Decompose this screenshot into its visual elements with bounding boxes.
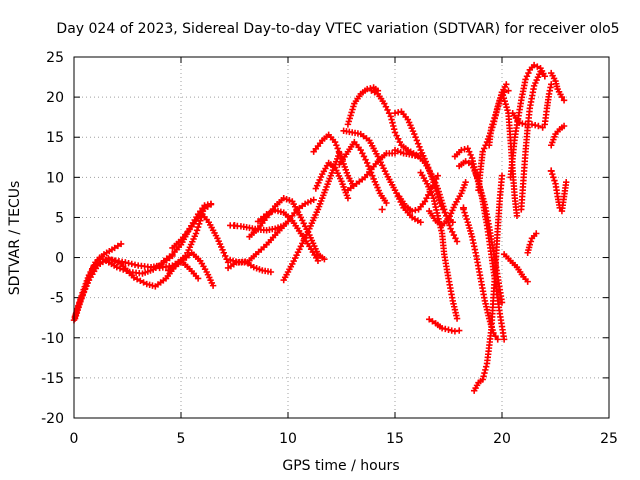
y-tick-label: 20 — [46, 90, 64, 106]
isolated-markers — [231, 167, 555, 229]
y-tick-label: 0 — [55, 251, 64, 267]
series-arc-44 — [548, 122, 568, 149]
y-tick-label: -20 — [41, 411, 64, 427]
gridlines — [74, 57, 609, 418]
y-tick-label: -15 — [41, 371, 64, 387]
series-arc-22 — [368, 87, 420, 159]
x-tick-label: 0 — [70, 431, 79, 447]
series-arc-43 — [548, 69, 568, 104]
series-arc-28 — [426, 178, 469, 229]
series-arc-29 — [426, 316, 463, 335]
series-arc-04 — [96, 255, 163, 271]
y-tick-label: 10 — [46, 170, 64, 186]
data-series — [70, 61, 570, 394]
series-arc-42 — [541, 81, 555, 128]
y-tick-label: 25 — [46, 50, 64, 66]
y-tick-label: -10 — [41, 331, 64, 347]
series-arc-41 — [524, 230, 540, 256]
x-tick-label: 25 — [600, 431, 618, 447]
series-arc-33 — [470, 172, 506, 394]
series-arc-18 — [336, 138, 390, 207]
x-tick-label: 5 — [177, 431, 186, 447]
y-tick-label: 5 — [55, 210, 64, 226]
series-arc-09 — [184, 211, 232, 266]
tick-labels: 0 5 10 15 20 25 -20 -15 -10 -5 0 5 10 15 20 25 — [41, 50, 618, 447]
series-arc-16 — [310, 131, 356, 187]
series-arc-40 — [518, 68, 548, 213]
x-tick-label: 20 — [493, 431, 511, 447]
series-arc-17 — [312, 159, 352, 202]
y-tick-label: -5 — [50, 291, 64, 307]
x-tick-label: 10 — [279, 431, 297, 447]
y-axis-label: SDTVAR / TECUs — [7, 181, 23, 296]
series-arc-27 — [417, 169, 461, 322]
y-tick-label: 15 — [46, 130, 64, 146]
x-axis-label: GPS time / hours — [282, 458, 399, 474]
x-tick-label: 15 — [386, 431, 404, 447]
series-arc-39 — [507, 61, 548, 181]
series-arc-45 — [548, 167, 570, 215]
series-arc-32 — [460, 206, 501, 343]
series-arc-21 — [344, 84, 382, 128]
plot-frame — [73, 56, 610, 419]
chart-title: Day 024 of 2023, Sidereal Day-to-day VTE… — [56, 21, 619, 37]
series-arc-37 — [500, 251, 531, 285]
series-arc-14 — [254, 207, 322, 264]
